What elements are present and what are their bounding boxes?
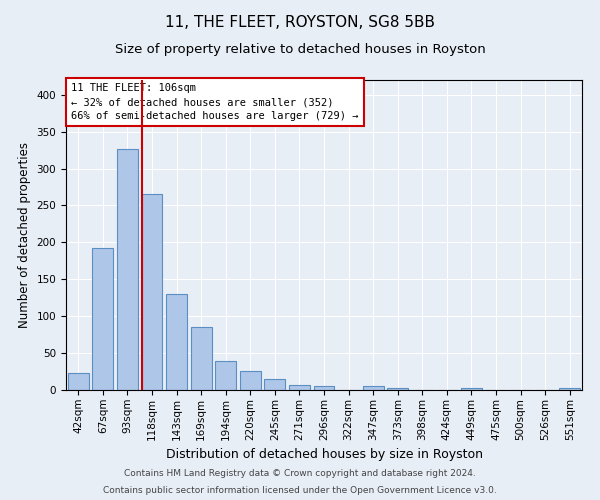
Bar [240,371,261,390]
Bar [68,373,89,390]
X-axis label: Distribution of detached houses by size in Royston: Distribution of detached houses by size … [166,448,482,461]
Bar [461,388,482,390]
Bar [191,326,212,390]
Bar [362,386,383,390]
Bar [215,361,236,390]
Bar [142,194,163,390]
Bar [387,388,408,390]
Text: Contains HM Land Registry data © Crown copyright and database right 2024.: Contains HM Land Registry data © Crown c… [124,468,476,477]
Text: 11 THE FLEET: 106sqm
← 32% of detached houses are smaller (352)
66% of semi-deta: 11 THE FLEET: 106sqm ← 32% of detached h… [71,83,359,121]
Bar [166,294,187,390]
Y-axis label: Number of detached properties: Number of detached properties [18,142,31,328]
Text: Contains public sector information licensed under the Open Government Licence v3: Contains public sector information licen… [103,486,497,495]
Text: Size of property relative to detached houses in Royston: Size of property relative to detached ho… [115,42,485,56]
Bar [289,385,310,390]
Bar [314,386,334,390]
Bar [559,388,580,390]
Bar [117,148,138,390]
Bar [92,248,113,390]
Bar [265,379,286,390]
Text: 11, THE FLEET, ROYSTON, SG8 5BB: 11, THE FLEET, ROYSTON, SG8 5BB [165,15,435,30]
